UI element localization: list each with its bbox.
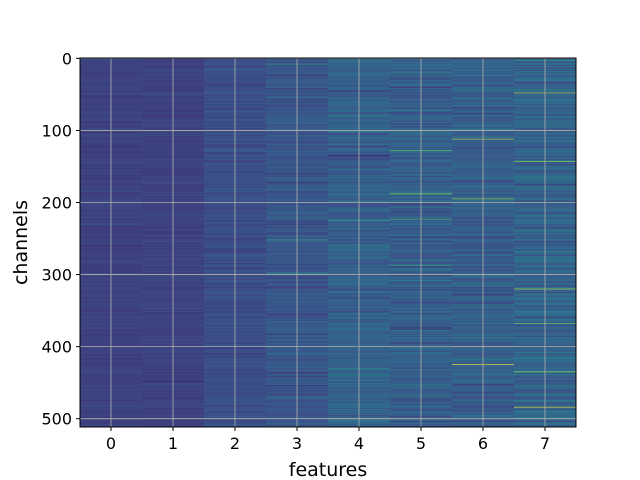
y-tick-label: 200 <box>41 194 72 213</box>
x-tick-label: 4 <box>354 434 364 453</box>
x-tick-label: 5 <box>416 434 426 453</box>
x-tick-label: 3 <box>292 434 302 453</box>
grid-lines <box>80 57 576 427</box>
y-tick-label: 300 <box>41 266 72 285</box>
y-axis-ticks: 0 100 200 300 400 500 <box>41 49 80 429</box>
x-axis-ticks: 0 1 2 3 4 5 6 7 <box>106 427 550 453</box>
x-tick-label: 1 <box>168 434 178 453</box>
x-tick-label: 6 <box>478 434 488 453</box>
x-tick-label: 2 <box>230 434 240 453</box>
y-tick-label: 0 <box>62 49 72 68</box>
plot-frame <box>79 57 577 428</box>
x-axis-label: features <box>289 459 368 480</box>
x-tick-label: 7 <box>540 434 550 453</box>
heatmap-cells <box>80 58 577 428</box>
x-tick-label: 0 <box>106 434 116 453</box>
y-tick-label: 500 <box>41 410 72 429</box>
y-tick-label: 100 <box>41 121 72 140</box>
y-axis-label: channels <box>10 200 32 285</box>
y-tick-label: 400 <box>41 338 72 357</box>
